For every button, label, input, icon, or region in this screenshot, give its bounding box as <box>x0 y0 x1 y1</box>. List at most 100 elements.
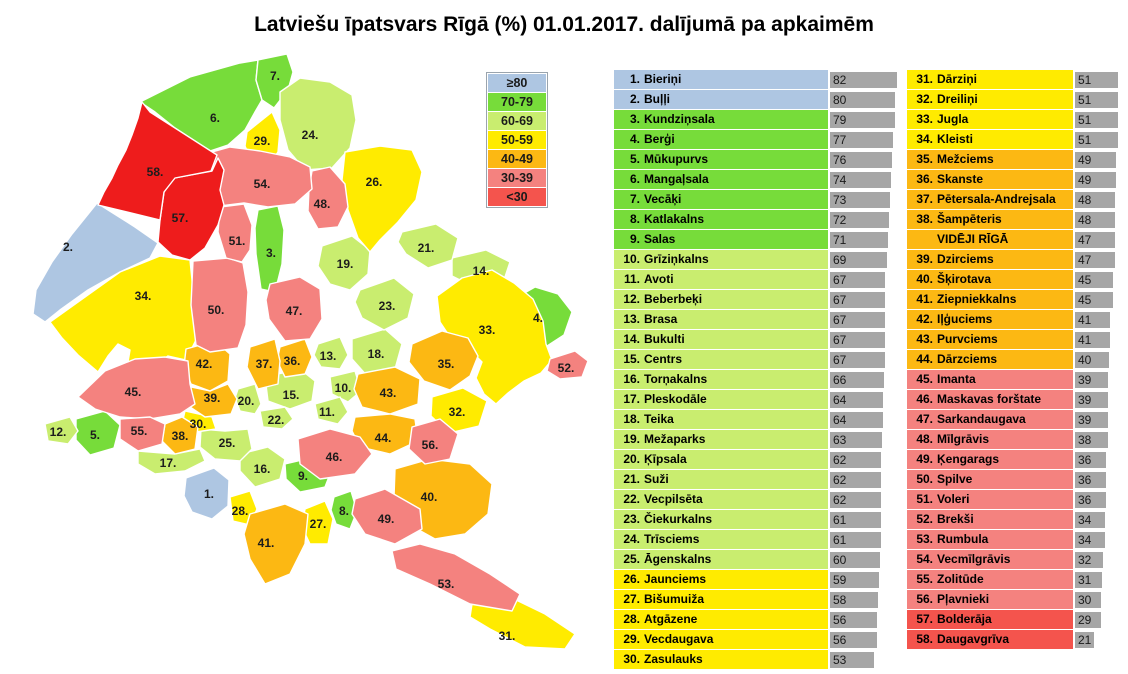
map-region-22 <box>259 406 294 430</box>
map-region-label: 16. <box>254 462 271 476</box>
map-region-label: 29. <box>254 134 271 148</box>
map-region-label: 10. <box>335 381 352 395</box>
region-name: Vecdaugava <box>644 632 714 646</box>
region-value-cell: 39 <box>1075 370 1128 390</box>
region-name-cell: 52. Brekši <box>907 510 1073 529</box>
table-row: 7. Vecāķi 73 <box>614 190 908 210</box>
region-value-cell: 47 <box>1075 230 1128 250</box>
region-name: Pleskodāle <box>644 392 707 406</box>
region-name-cell: 33. Jugla <box>907 110 1073 129</box>
legend-item: 60-69 <box>488 112 546 130</box>
region-name: Šķirotava <box>937 272 992 286</box>
region-name: Mūkupurvs <box>644 152 709 166</box>
region-rank: 5. <box>629 152 640 166</box>
region-value-bar: 38 <box>1075 431 1108 448</box>
map-region-label: 25. <box>219 436 236 450</box>
region-value-bar: 67 <box>830 351 885 368</box>
table-row: 35. Mežciems 49 <box>907 150 1128 170</box>
legend-item: <30 <box>488 188 546 206</box>
region-name: Iļģuciems <box>937 312 993 326</box>
region-rank: 41. <box>916 292 933 306</box>
map-region-label: 17. <box>160 456 177 470</box>
region-name-cell: 16. Torņakalns <box>614 370 828 389</box>
map-region-label: 48. <box>314 197 331 211</box>
region-value-cell: 79 <box>830 110 908 130</box>
region-value-cell: 29 <box>1075 610 1128 630</box>
region-name-cell: 27. Bišumuiža <box>614 590 828 609</box>
region-rank: 55. <box>916 572 933 586</box>
map-region-label: 2. <box>63 240 73 254</box>
region-name-cell: 22. Vecpilsēta <box>614 490 828 509</box>
region-value-bar: 80 <box>830 91 895 108</box>
map-region-35 <box>408 330 479 391</box>
region-name-cell: 37. Pētersala-Andrejsala <box>907 190 1073 209</box>
map-region-10 <box>329 370 362 403</box>
region-value-cell: 72 <box>830 210 908 230</box>
region-name-cell: 21. Suži <box>614 470 828 489</box>
region-rank: 46. <box>916 392 933 406</box>
region-value-cell: 64 <box>830 410 908 430</box>
table-row: 32. Dreiliņi 51 <box>907 90 1128 110</box>
region-rank: 34. <box>916 132 933 146</box>
region-name-cell: 4. Berģi <box>614 130 828 149</box>
region-value-cell: 45 <box>1075 290 1128 310</box>
region-name: Sarkandaugava <box>937 412 1026 426</box>
region-value-cell: 48 <box>1075 210 1128 230</box>
region-name: Dzirciems <box>937 252 994 266</box>
region-value-cell: 62 <box>830 470 908 490</box>
map-region-label: 34. <box>135 289 152 303</box>
map-region-label: 49. <box>378 512 395 526</box>
region-value-cell: 69 <box>830 250 908 270</box>
region-name: Daugavgrīva <box>937 632 1010 646</box>
region-rank: 56. <box>916 592 933 606</box>
region-value-cell: 51 <box>1075 90 1128 110</box>
map-region-label: 31. <box>499 629 516 643</box>
region-name: Atgāzene <box>644 612 698 626</box>
table-row: 54. Vecmīlgrāvis 32 <box>907 550 1128 570</box>
region-name: VIDĒJI RĪGĀ <box>937 232 1009 246</box>
region-value-cell: 62 <box>830 490 908 510</box>
map-region-8 <box>330 490 358 530</box>
region-name-cell: 56. Pļavnieki <box>907 590 1073 609</box>
region-name: Šampēteris <box>937 212 1002 226</box>
region-name-cell: 6. Mangaļsala <box>614 170 828 189</box>
region-value-bar: 49 <box>1075 171 1116 188</box>
region-name-cell: 23. Čiekurkalns <box>614 510 828 529</box>
region-name: Āgenskalns <box>644 552 712 566</box>
table-row: 3. Kundziņsala 79 <box>614 110 908 130</box>
region-name-cell: 18. Teika <box>614 410 828 429</box>
table-row: 49. Ķengarags 36 <box>907 450 1128 470</box>
region-name: Suži <box>644 472 669 486</box>
region-name: Grīziņkalns <box>644 252 709 266</box>
table-row: VIDĒJI RĪGĀ 47 <box>907 230 1128 250</box>
table-row: 4. Berģi 77 <box>614 130 908 150</box>
region-name: Katlakalns <box>644 212 705 226</box>
region-name: Trīsciems <box>644 532 700 546</box>
region-rank: 2. <box>629 92 640 106</box>
region-rank: 18. <box>623 412 640 426</box>
map-region-label: 44. <box>375 431 392 445</box>
table-row: 39. Dzirciems 47 <box>907 250 1128 270</box>
region-name: Mežaparks <box>644 432 706 446</box>
region-rank: 24. <box>623 532 640 546</box>
region-rank: 15. <box>623 352 640 366</box>
map-region-label: 21. <box>418 241 435 255</box>
table-row: 50. Spilve 36 <box>907 470 1128 490</box>
region-rank: 10. <box>623 252 640 266</box>
region-rank: 1. <box>629 72 640 86</box>
region-value-bar: 40 <box>1075 351 1109 368</box>
map-region-label: 6. <box>210 111 220 125</box>
table-row: 45. Imanta 39 <box>907 370 1128 390</box>
map-region-label: 37. <box>256 357 273 371</box>
region-value-cell: 82 <box>830 70 908 90</box>
map-region-label: 52. <box>558 361 575 375</box>
region-name: Centrs <box>644 352 683 366</box>
region-value-cell: 53 <box>830 650 908 670</box>
region-value-bar: 67 <box>830 311 885 328</box>
region-name: Beberbeķi <box>644 292 703 306</box>
region-rank: 7. <box>629 192 640 206</box>
region-value-cell: 51 <box>1075 70 1128 90</box>
region-value-cell: 41 <box>1075 330 1128 350</box>
region-value-cell: 56 <box>830 630 908 650</box>
region-value-bar: 36 <box>1075 491 1106 508</box>
